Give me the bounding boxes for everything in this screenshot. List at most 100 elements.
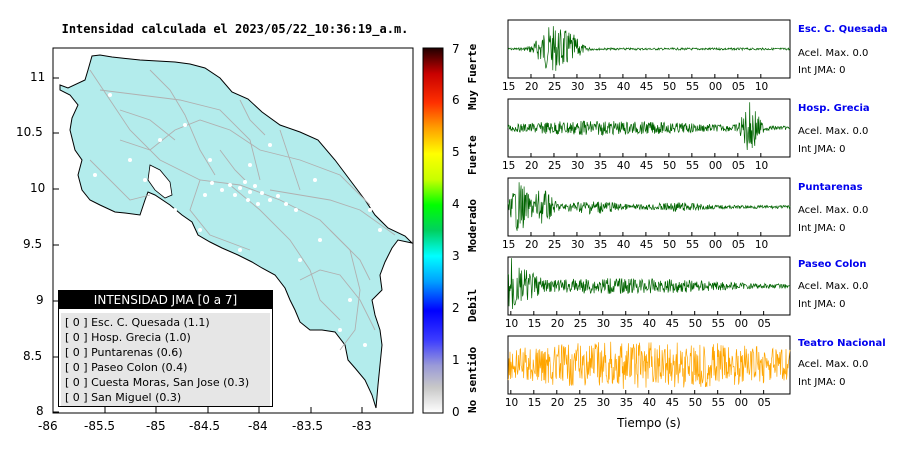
station-acel: Acel. Max. 0.0	[798, 126, 869, 137]
trace-tick-label: 10	[504, 397, 519, 409]
trace-tick-label: 20	[550, 397, 565, 409]
lon-tick: -85	[146, 419, 166, 433]
station-acel: Acel. Max. 0.0	[798, 205, 869, 216]
trace-tick-label: 45	[639, 81, 654, 93]
trace-tick-label: 50	[688, 397, 703, 409]
trace-tick-label: 05	[731, 160, 746, 172]
trace-tick-label: 35	[593, 239, 608, 251]
legend-row: [ 0 ] Cuesta Moras, San Jose (0.3)	[65, 376, 250, 389]
legend-row: [ 0 ] Puntarenas (0.6)	[65, 346, 183, 359]
station-acel: Acel. Max. 0.0	[798, 359, 869, 370]
station-int: Int JMA: 0	[798, 377, 846, 388]
map-axis-ticks	[52, 77, 363, 413]
station-name: Puntarenas	[798, 182, 863, 193]
time-axis-label: Tiempo (s)	[617, 416, 681, 430]
trace-tick-label: 45	[639, 160, 654, 172]
trace-tick-label: 15	[502, 81, 516, 93]
trace-tick-label: 00	[708, 160, 723, 172]
colorbar-tick: 0	[452, 405, 460, 419]
trace-tick-label: 40	[616, 160, 631, 172]
trace-tick-label: 50	[688, 318, 703, 330]
trace-tick-label: 40	[616, 81, 631, 93]
station-acel: Acel. Max. 0.0	[798, 48, 869, 59]
station-name: Hosp. Grecia	[798, 103, 870, 114]
road-network	[89, 69, 396, 351]
trace-tick-label: 25	[573, 397, 588, 409]
lon-tick: -84	[248, 419, 268, 433]
trace-tick-label: 00	[734, 318, 749, 330]
station-int: Int JMA: 0	[798, 223, 846, 234]
colorbar-word: No sentido	[466, 346, 479, 413]
colorbar-word: Moderado	[466, 199, 479, 252]
colorbar-word: Debil	[466, 288, 479, 322]
trace-tick-label: 15	[502, 160, 516, 172]
trace-tick-label: 25	[547, 239, 562, 251]
trace-tick-label: 40	[642, 397, 657, 409]
trace-tick-label: 40	[616, 239, 631, 251]
trace-tick-label: 35	[619, 318, 634, 330]
trace-tick-label: 25	[547, 160, 562, 172]
lat-tick: 10	[30, 181, 46, 195]
colorbar-tick: 3	[452, 249, 460, 263]
trace-tick-label: 15	[527, 318, 542, 330]
waveform-line	[507, 258, 791, 310]
trace-tick-label: 20	[524, 239, 539, 251]
lon-tick: -83.5	[292, 419, 324, 433]
lat-tick: 11	[30, 70, 46, 84]
station-int: Int JMA: 0	[798, 65, 846, 76]
trace-tick-label: 00	[708, 81, 723, 93]
trace-tick-label: 50	[662, 239, 677, 251]
trace-tick-label: 15	[527, 397, 542, 409]
trace-tick-label: 55	[685, 160, 700, 172]
legend-row: [ 0 ] Paseo Colon (0.4)	[65, 361, 188, 374]
colorbar-tick: 7	[452, 42, 460, 56]
trace-tick-label: 45	[665, 397, 680, 409]
colorbar-word: Muy Fuerte	[466, 43, 479, 110]
lat-tick: 8	[36, 404, 44, 418]
station-dots	[93, 93, 382, 347]
trace-tick-label: 10	[504, 318, 519, 330]
colorbar-word: Fuerte	[466, 135, 479, 175]
station-int: Int JMA: 0	[798, 144, 846, 155]
colorbar-tick: 4	[452, 197, 460, 211]
trace-tick-label: 35	[619, 397, 634, 409]
gulf-of-nicoya	[147, 164, 173, 199]
trace-tick-label: 50	[662, 81, 677, 93]
trace-tick-label: 50	[662, 160, 677, 172]
lat-tick: 8.5	[23, 349, 43, 363]
intensity-legend: INTENSIDAD JMA [0 a 7] [ 0 ] Esc. C. Que…	[58, 290, 273, 407]
trace-tick-label: 05	[731, 239, 746, 251]
legend-row: [ 0 ] San Miguel (0.3)	[65, 391, 182, 404]
costa-rica-map	[59, 54, 413, 409]
legend-title: INTENSIDAD JMA [0 a 7]	[59, 291, 272, 309]
station-name: Paseo Colon	[798, 259, 867, 270]
colorbar-tick: 6	[452, 93, 460, 107]
trace-tick-label: 25	[573, 318, 588, 330]
trace-tick-label: 35	[593, 81, 608, 93]
waveform-line	[507, 341, 791, 389]
trace-tick-label: 40	[642, 318, 657, 330]
trace-tick-label: 05	[757, 318, 771, 330]
colorbar-tick: 1	[452, 353, 460, 367]
trace-tick-label: 55	[685, 239, 700, 251]
lon-tick: -85.5	[84, 419, 116, 433]
trace-tick-label: 30	[596, 397, 611, 409]
legend-row: [ 0 ] Esc. C. Quesada (1.1)	[65, 316, 210, 329]
trace-tick-label: 45	[665, 318, 680, 330]
trace-tick-label: 10	[754, 160, 769, 172]
trace-tick-label: 30	[570, 160, 585, 172]
trace-tick-label: 15	[502, 239, 516, 251]
seismogram-traces	[507, 19, 791, 395]
trace-tick-label: 55	[711, 397, 726, 409]
trace-tick-label: 55	[711, 318, 726, 330]
trace-tick-label: 30	[596, 318, 611, 330]
waveform-line	[507, 102, 791, 151]
trace-tick-label: 05	[731, 81, 746, 93]
trace-tick-label: 20	[524, 81, 539, 93]
legend-row: [ 0 ] Hosp. Grecia (1.0)	[65, 331, 191, 344]
trace-tick-label: 30	[570, 239, 585, 251]
colorbar-tick: 2	[452, 301, 460, 315]
trace-tick-label: 10	[754, 81, 769, 93]
station-int: Int JMA: 0	[798, 299, 846, 310]
station-name: Teatro Nacional	[798, 338, 886, 349]
